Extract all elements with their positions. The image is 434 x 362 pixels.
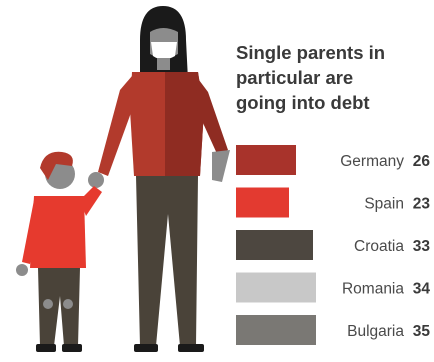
category-label-germany: Germany (340, 153, 404, 170)
data-label-spain: 23 (413, 196, 431, 213)
bar-spain (236, 187, 289, 218)
bar-bulgaria (236, 315, 316, 345)
data-label-romania: 34 (413, 281, 431, 298)
bar-romania (236, 272, 316, 303)
data-label-bulgaria: 35 (413, 323, 431, 340)
data-label-croatia: 33 (413, 238, 431, 255)
bar-germany (236, 145, 296, 175)
chart-title-line: going into debt (236, 92, 370, 113)
chart-title: Single parents in particular are going i… (236, 40, 426, 115)
category-label-romania: Romania (342, 281, 404, 298)
bar-croatia (236, 230, 313, 260)
category-label-croatia: Croatia (354, 238, 404, 255)
chart-title-line: particular are (236, 67, 354, 88)
chart-title-line: Single parents in (236, 42, 386, 63)
data-label-germany: 26 (413, 153, 431, 170)
category-label-bulgaria: Bulgaria (347, 323, 404, 340)
category-label-spain: Spain (364, 196, 404, 213)
